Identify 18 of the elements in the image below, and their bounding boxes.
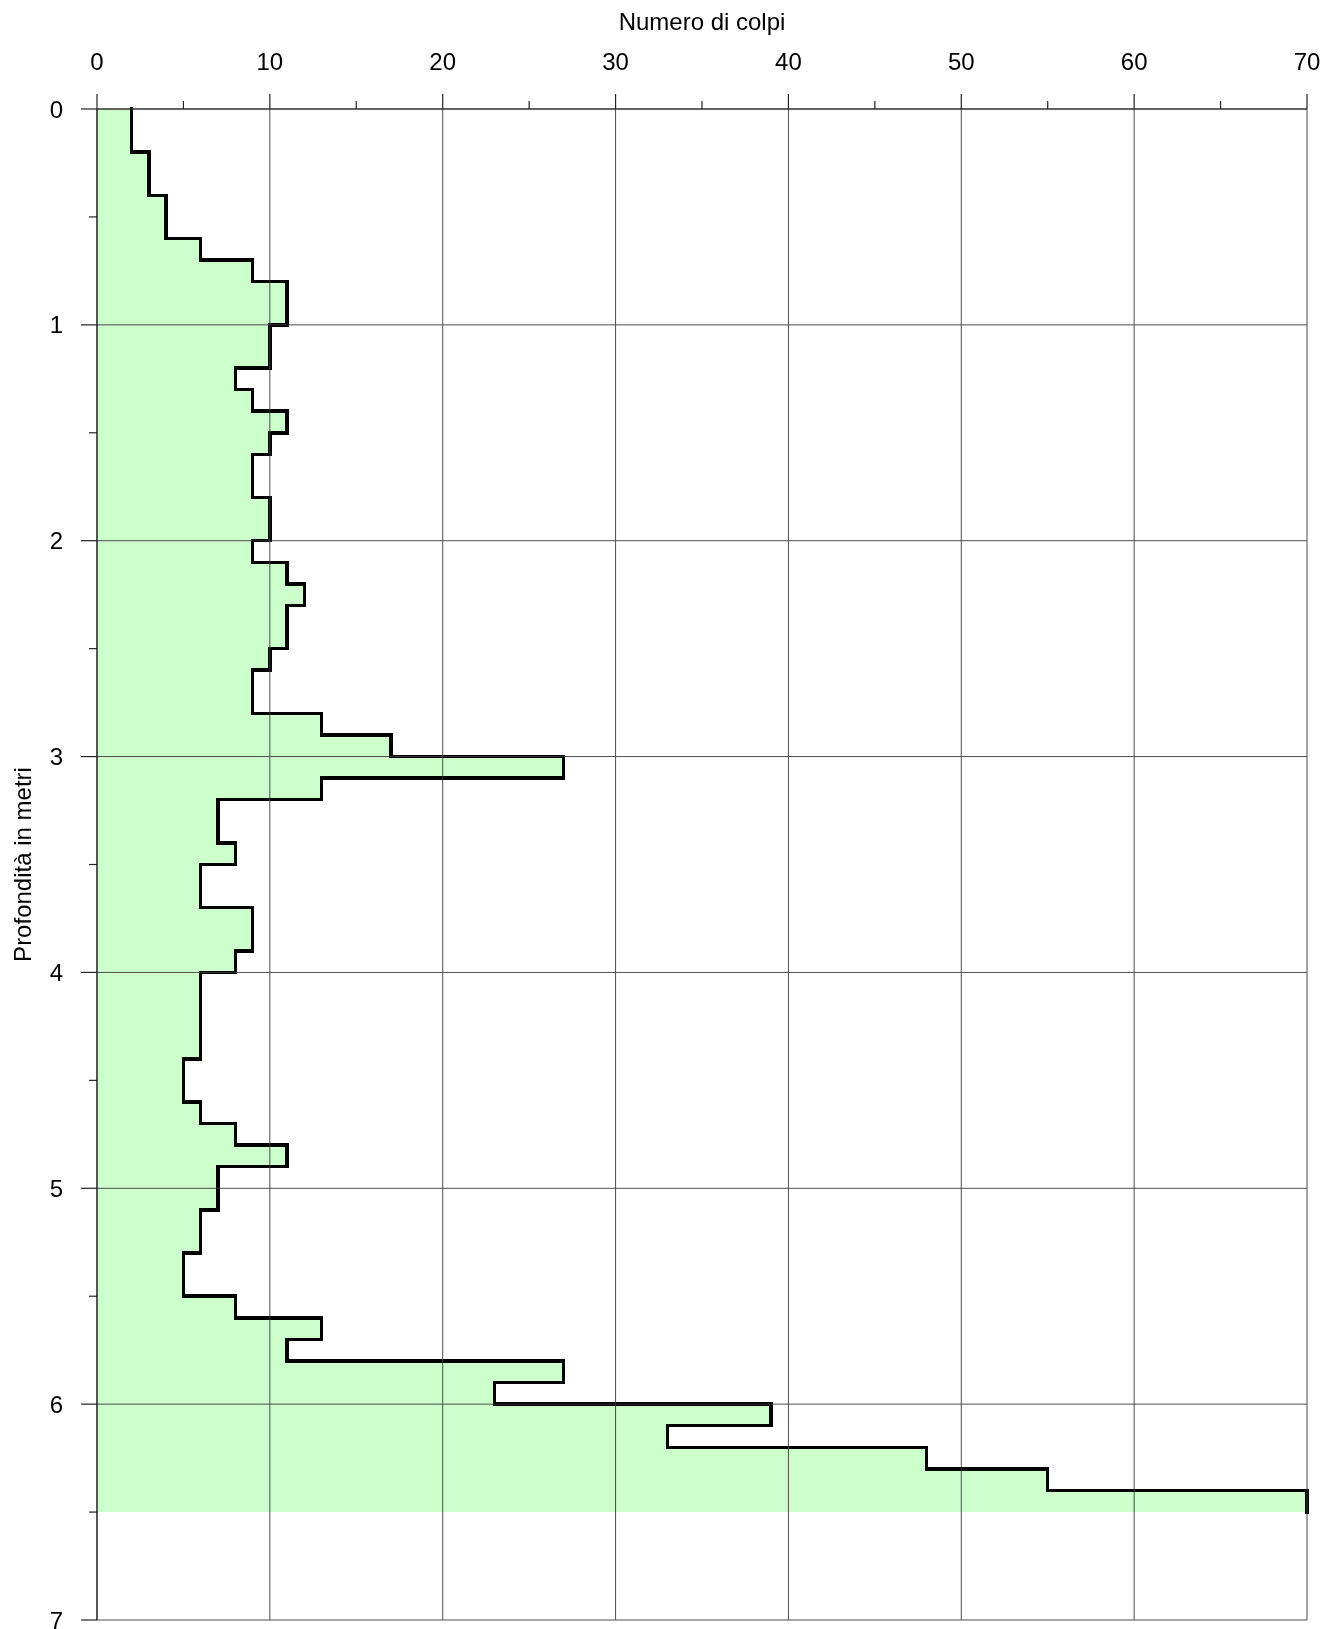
y-tick-label: 6 (49, 1390, 63, 1418)
x-tick-label: 40 (775, 48, 802, 75)
x-tick-label: 20 (429, 48, 457, 75)
y-tick-label: 3 (49, 743, 63, 771)
x-tick-label: 70 (1293, 48, 1321, 75)
x-tick-label: 0 (90, 48, 104, 75)
x-axis-title: Numero di colpi (618, 8, 786, 35)
x-tick-label: 50 (947, 48, 975, 75)
y-tick-label: 1 (49, 311, 63, 339)
y-axis-title: Profondità in metri (9, 767, 36, 962)
y-tick-label: 2 (49, 527, 63, 555)
x-tick-label: 60 (1120, 48, 1148, 75)
y-tick-label: 4 (49, 959, 63, 987)
y-tick-label: 7 (49, 1606, 63, 1629)
x-tick-label: 30 (602, 48, 629, 75)
x-tick-label: 10 (256, 48, 284, 75)
y-tick-label: 5 (49, 1174, 63, 1202)
y-tick-label: 0 (49, 95, 63, 123)
